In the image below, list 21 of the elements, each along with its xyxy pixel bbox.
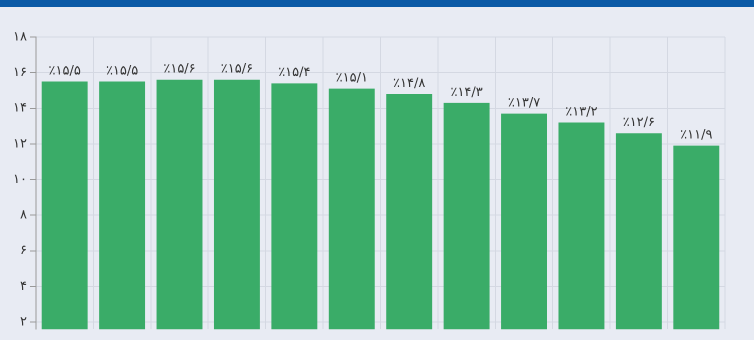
y-tick-label: ۸ — [20, 208, 27, 223]
data-label: ٪۱۱/۹ — [680, 128, 712, 143]
y-tick-label: ۶ — [20, 243, 27, 258]
data-label: ٪۱۳/۲ — [565, 104, 598, 120]
y-tick-label: ۲ — [20, 314, 27, 330]
y-tick-label: ۱۲ — [12, 136, 27, 152]
data-label: ٪۱۲/۶ — [622, 115, 656, 130]
data-label: ٪۱۵/۵ — [48, 63, 81, 78]
data-label: ٪۱۵/۴ — [278, 65, 311, 80]
y-tick-label: ۱۶ — [12, 65, 27, 80]
data-label: ٪۱۵/۱ — [336, 70, 368, 86]
data-label: ٪۱۵/۶ — [163, 62, 196, 77]
y-tick-label: ۱۰ — [12, 172, 27, 187]
data-label: ٪۱۵/۶ — [220, 62, 254, 77]
data-label: ٪۱۴/۸ — [393, 76, 426, 91]
y-tick-label: ۱۸ — [12, 29, 27, 44]
data-label: ٪۱۴/۳ — [450, 84, 483, 100]
y-tick-label: ۱۴ — [12, 100, 27, 116]
data-label: ٪۱۵/۵ — [106, 63, 138, 78]
y-tick-label: ۴ — [20, 278, 27, 294]
data-label: ٪۱۳/۷ — [508, 95, 540, 110]
